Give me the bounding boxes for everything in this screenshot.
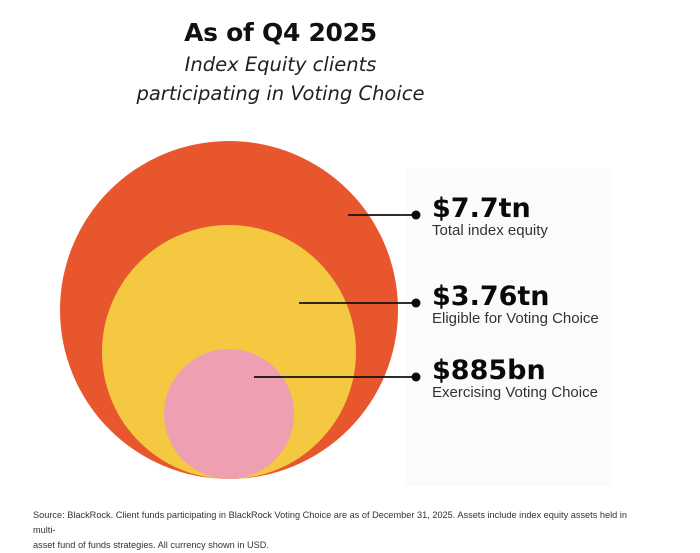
category-label-exercising-voting-choice: Exercising Voting Choice [432, 384, 598, 401]
footnote-line-1: Source: BlackRock. Client funds particip… [33, 510, 627, 535]
leader-dot-exercising-voting-choice [411, 372, 421, 382]
value-label-exercising-voting-choice: $885bn [432, 355, 546, 386]
source-footnote: Source: BlackRock. Client funds particip… [33, 508, 633, 553]
footnote-line-2: asset fund of funds strategies. All curr… [33, 540, 269, 550]
category-label-total-index-equity: Total index equity [432, 222, 548, 239]
chart-subtitle-line1: Index Equity clients [184, 53, 377, 76]
chart-subtitle-line2: participating in Voting Choice [136, 82, 425, 105]
category-label-eligible-for-voting-choice: Eligible for Voting Choice [432, 310, 599, 327]
labels-background-panel [405, 168, 612, 486]
circle-exercising-voting-choice [164, 349, 294, 479]
leader-dot-total-index-equity [411, 210, 421, 220]
leader-dot-eligible-for-voting-choice [411, 298, 421, 308]
value-label-eligible-for-voting-choice: $3.76tn [432, 281, 550, 312]
chart-title: As of Q4 2025 [184, 18, 377, 47]
value-label-total-index-equity: $7.7tn [432, 193, 531, 224]
